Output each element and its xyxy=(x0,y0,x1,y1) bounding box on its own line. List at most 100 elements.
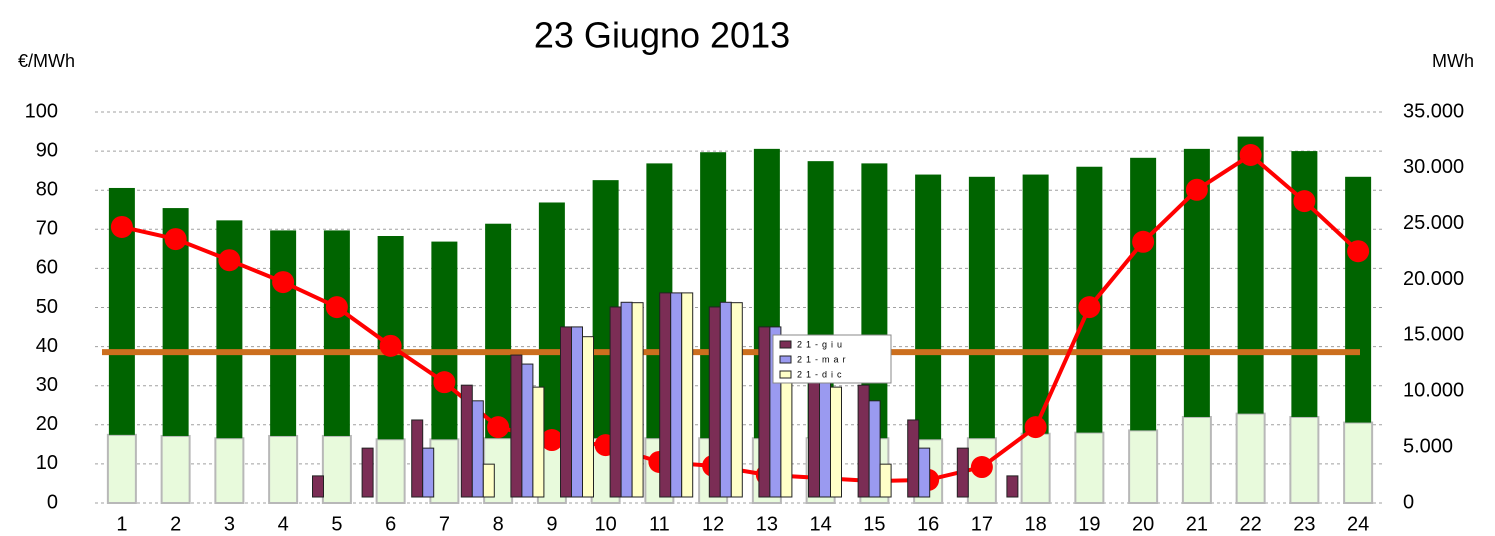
y-tick-label: 100 xyxy=(25,100,58,122)
x-tick-label: 6 xyxy=(385,513,396,535)
bar xyxy=(106,433,137,504)
bar xyxy=(160,434,191,505)
x-tick-label: 21 xyxy=(1186,513,1208,535)
x-tick-label: 3 xyxy=(224,513,235,535)
x-tick-label: 7 xyxy=(439,513,450,535)
price-marker xyxy=(1132,230,1155,253)
sun-bar xyxy=(312,475,324,498)
price-marker xyxy=(1347,240,1370,263)
bar xyxy=(1343,421,1374,504)
x-tick-label: 14 xyxy=(810,513,832,535)
y-tick-label: 10 xyxy=(36,452,58,474)
sun-bar xyxy=(907,419,920,498)
price-marker xyxy=(1185,178,1208,201)
y2-axis-label: MWh xyxy=(1432,51,1474,71)
sun-bar xyxy=(582,336,594,498)
x-tick-label: 4 xyxy=(278,513,289,535)
bar xyxy=(1345,176,1372,423)
price-marker xyxy=(325,296,348,319)
sun-bar xyxy=(460,384,473,498)
y-tick-label: 30 xyxy=(36,374,58,396)
bar xyxy=(1022,174,1049,434)
legend-label: 21-dic xyxy=(797,369,846,379)
sun-bar xyxy=(609,306,622,498)
x-tick-label: 24 xyxy=(1347,513,1369,535)
y-tick-label: 60 xyxy=(36,257,58,279)
y-axis-label: €/MWh xyxy=(18,51,75,71)
sun-bar xyxy=(956,447,969,498)
legend-box xyxy=(772,334,892,384)
sun-bar xyxy=(670,292,683,498)
sun-bar xyxy=(879,463,892,498)
x-tick-label: 13 xyxy=(756,513,778,535)
price-marker xyxy=(540,429,563,452)
y-tick-label: 20 xyxy=(36,413,58,435)
y-tick-label: 0 xyxy=(47,491,58,513)
legend-swatch xyxy=(779,355,792,364)
y2-tick-label: 35.000 xyxy=(1403,100,1464,122)
y2-tick-label: 0 xyxy=(1403,491,1414,513)
sun-bar xyxy=(819,363,831,498)
price-marker xyxy=(379,334,402,357)
price-marker xyxy=(164,228,187,251)
y2-tick-label: 25.000 xyxy=(1403,212,1464,234)
sun-bar xyxy=(659,292,672,498)
bar xyxy=(1181,415,1212,505)
legend-swatch xyxy=(779,370,792,379)
x-tick-label: 23 xyxy=(1293,513,1315,535)
legend: 21-giu 21-mar 21-dic xyxy=(772,334,892,384)
x-tick-label: 17 xyxy=(971,513,993,535)
bar xyxy=(485,223,512,439)
legend-label: 21-mar xyxy=(797,354,850,364)
price-marker xyxy=(110,215,133,238)
x-tick-label: 9 xyxy=(546,513,557,535)
x-tick-label: 22 xyxy=(1240,513,1262,535)
sun-bar xyxy=(620,301,633,498)
price-marker xyxy=(272,271,295,294)
legend-label: 21-giu xyxy=(797,339,846,349)
sun-bar xyxy=(719,301,732,498)
sun-bar xyxy=(918,447,931,498)
x-tick-label: 15 xyxy=(863,513,885,535)
sun-bar xyxy=(422,447,435,498)
y-tick-label: 90 xyxy=(36,139,58,161)
sun-bar xyxy=(471,400,484,498)
sun-bar xyxy=(532,386,545,498)
price-marker xyxy=(1239,144,1262,167)
y-tick-label: 40 xyxy=(36,335,58,357)
y-tick-label: 80 xyxy=(36,178,58,200)
bar xyxy=(270,230,297,436)
price-marker xyxy=(1293,190,1316,213)
y2-tick-label: 30.000 xyxy=(1403,156,1464,178)
bar xyxy=(429,438,460,504)
bar xyxy=(1237,136,1264,414)
sun-bar xyxy=(857,384,870,498)
sun-bar xyxy=(560,326,572,498)
sun-bar xyxy=(521,363,534,498)
sun-bar xyxy=(868,400,881,498)
x-tick-label: 8 xyxy=(493,513,504,535)
sun-bar xyxy=(361,447,374,498)
bar xyxy=(214,437,245,505)
sun-bar xyxy=(681,292,694,498)
sun-bar xyxy=(571,326,583,498)
x-tick-label: 5 xyxy=(331,513,342,535)
bar xyxy=(915,174,942,440)
bar xyxy=(321,434,352,505)
y-tick-label: 70 xyxy=(36,218,58,240)
x-tick-label: 2 xyxy=(170,513,181,535)
bar xyxy=(1130,157,1157,431)
x-tick-label: 12 xyxy=(702,513,724,535)
price-marker xyxy=(433,371,456,394)
bar xyxy=(431,241,458,440)
sun-bar xyxy=(482,463,495,498)
bar xyxy=(375,438,406,504)
sun-bar xyxy=(708,306,721,498)
price-marker xyxy=(487,416,510,439)
bar xyxy=(1074,431,1105,504)
bar xyxy=(268,434,299,505)
sun-bar xyxy=(631,302,644,498)
bar xyxy=(1020,432,1051,505)
price-marker xyxy=(218,249,241,272)
bar xyxy=(1235,412,1266,504)
